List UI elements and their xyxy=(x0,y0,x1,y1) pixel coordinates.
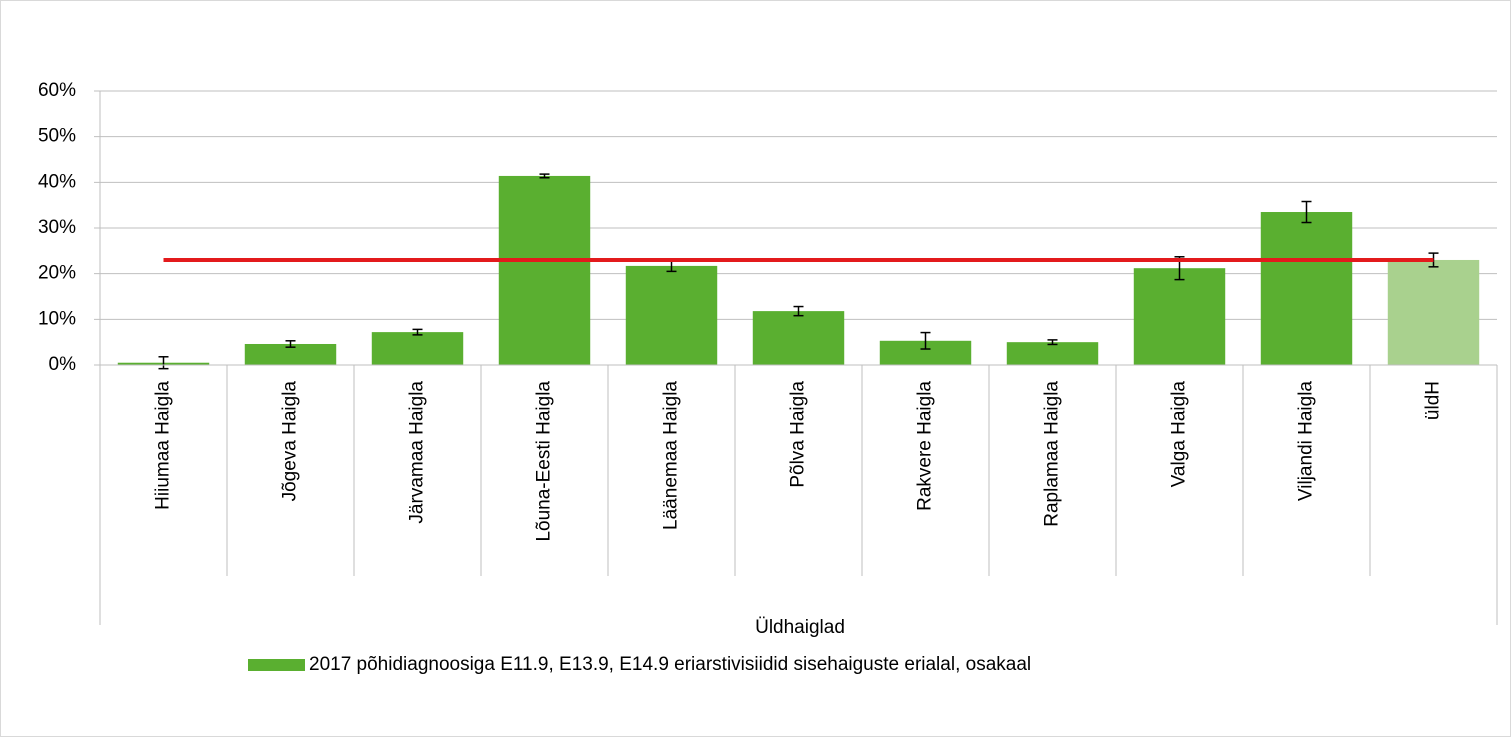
y-tick-label: 60% xyxy=(38,80,76,101)
error-bar xyxy=(285,340,296,348)
y-tick-label: 30% xyxy=(38,217,76,238)
legend-swatch xyxy=(248,659,305,671)
x-tick-label: Rakvere Haigla xyxy=(915,381,936,511)
error-bar xyxy=(1047,339,1058,346)
y-tick-label: 20% xyxy=(38,263,76,284)
x-tick-label: Hiiumaa Haigla xyxy=(153,381,174,510)
x-group-label: Üldhaiglad xyxy=(755,617,845,638)
error-bar xyxy=(539,173,550,179)
x-tick-label: Põlva Haigla xyxy=(788,381,809,488)
error-bar xyxy=(412,328,423,336)
bar xyxy=(625,265,718,365)
y-tick-label: 50% xyxy=(38,126,76,147)
x-tick-label: Valga Haigla xyxy=(1169,381,1190,488)
x-tick-label: Lõuna-Eesti Haigla xyxy=(534,381,555,542)
y-tick-label: 10% xyxy=(38,308,76,329)
error-bar xyxy=(793,305,804,317)
bar xyxy=(1133,268,1226,365)
bar xyxy=(371,332,464,365)
bar xyxy=(244,343,337,365)
x-tick-label: Viljandi Haigla xyxy=(1296,381,1317,501)
x-tick-label: üldH xyxy=(1423,381,1444,420)
bar xyxy=(752,311,845,365)
bar xyxy=(498,175,591,365)
bar xyxy=(1260,212,1353,365)
error-bar xyxy=(920,331,931,350)
bar xyxy=(1387,259,1480,365)
error-bar xyxy=(158,356,169,370)
legend-label: 2017 põhidiagnoosiga E11.9, E13.9, E14.9… xyxy=(309,654,1031,675)
error-bar xyxy=(1301,200,1312,224)
bar xyxy=(1006,342,1099,365)
x-tick-label: Läänemaa Haigla xyxy=(661,381,682,530)
x-tick-label: Raplamaa Haigla xyxy=(1042,381,1063,527)
x-tick-label: Jõgeva Haigla xyxy=(280,381,301,502)
y-tick-label: 40% xyxy=(38,171,76,192)
x-tick-label: Järvamaa Haigla xyxy=(407,381,428,524)
y-tick-label: 0% xyxy=(49,354,77,375)
